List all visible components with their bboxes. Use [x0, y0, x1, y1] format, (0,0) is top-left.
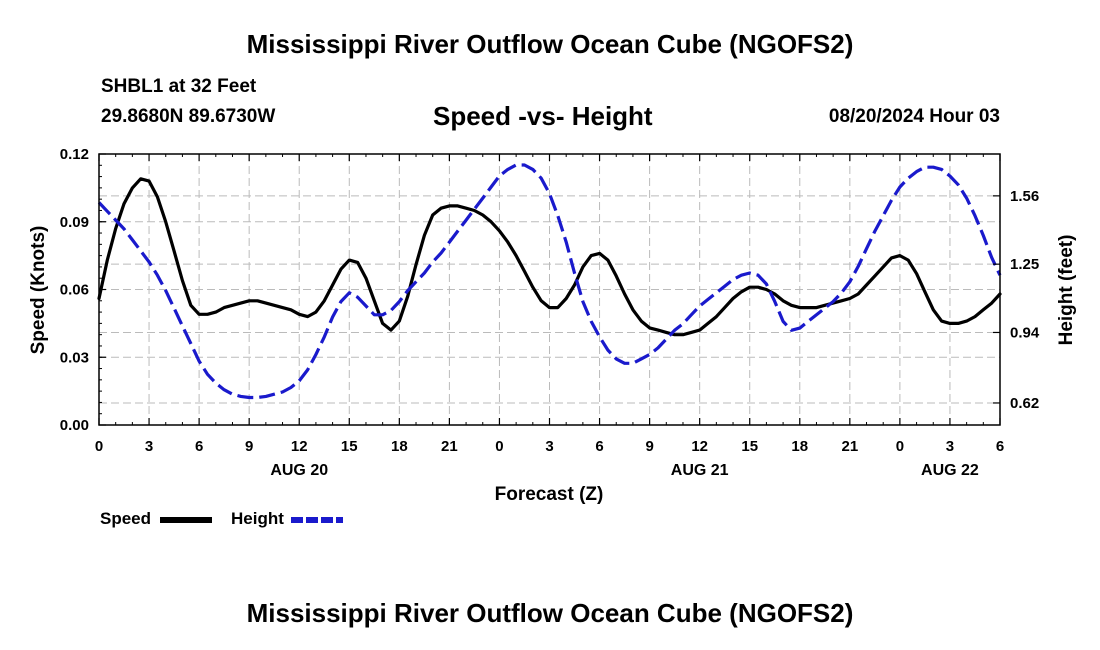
x-tick-label: 3: [545, 438, 553, 455]
x-tick-label: 3: [946, 438, 954, 455]
series-speed-line: [97, 177, 1002, 337]
x-tick-label: 18: [791, 438, 808, 455]
y-tick-label-left: 0.03: [60, 349, 89, 366]
x-tick-label: 0: [95, 438, 103, 455]
x-tick-label: 18: [391, 438, 408, 455]
bottom-title: Mississippi River Outflow Ocean Cube (NG…: [246, 598, 854, 628]
coordinates-label: 29.8680N 89.6730W: [101, 106, 276, 127]
x-axis-label: Forecast (Z): [495, 484, 604, 505]
x-tick-label: 0: [896, 438, 904, 455]
x-tick-label: 12: [691, 438, 708, 455]
main-title: Mississippi River Outflow Ocean Cube (NG…: [246, 29, 854, 59]
date-label: AUG 21: [671, 462, 729, 479]
x-tick-label: 15: [341, 438, 358, 455]
x-tick-label: 9: [645, 438, 653, 455]
y-axis-right-label: Height (feet): [1056, 235, 1077, 346]
date-label: AUG 20: [270, 462, 328, 479]
grid: [99, 154, 1000, 425]
y-tick-label-left: 0.12: [60, 146, 89, 163]
chart-title: Speed -vs- Height: [433, 101, 653, 131]
series-layer: [97, 163, 1002, 400]
x-tick-label: 12: [291, 438, 308, 455]
x-tick-label: 6: [996, 438, 1004, 455]
x-tick-label: 15: [741, 438, 758, 455]
x-tick-label: 21: [441, 438, 458, 455]
y-tick-label-right: 1.56: [1010, 188, 1039, 205]
x-tick-label: 21: [841, 438, 858, 455]
y-tick-label-right: 1.25: [1010, 256, 1039, 273]
station-label: SHBL1 at 32 Feet: [101, 76, 257, 97]
x-tick-label: 3: [145, 438, 153, 455]
axes: 0 3 6 9 12 15 18 21 0 3 6 9 12 15 18 21 0 3 6 AUG 20 AUG 21 A…: [60, 146, 1040, 479]
y-tick-label-left: 0.06: [60, 282, 89, 299]
y-tick-label-right: 0.94: [1010, 324, 1040, 341]
x-tick-label: 0: [495, 438, 503, 455]
date-label: AUG 22: [921, 462, 979, 479]
forecast-date-label: 08/20/2024 Hour 03: [828, 106, 1000, 127]
y-tick-label-right: 0.62: [1010, 395, 1039, 412]
x-tick-label: 9: [245, 438, 253, 455]
legend-speed-label: Speed: [100, 509, 152, 528]
legend-height-label: Height: [231, 509, 284, 528]
y-tick-label-left: 0.00: [60, 417, 89, 434]
x-tick-label: 6: [195, 438, 203, 455]
x-tick-label: 6: [595, 438, 603, 455]
y-axis-left-label: Speed (Knots): [28, 226, 49, 355]
series-height-line: [97, 163, 1002, 400]
y-tick-label-left: 0.09: [60, 214, 89, 231]
